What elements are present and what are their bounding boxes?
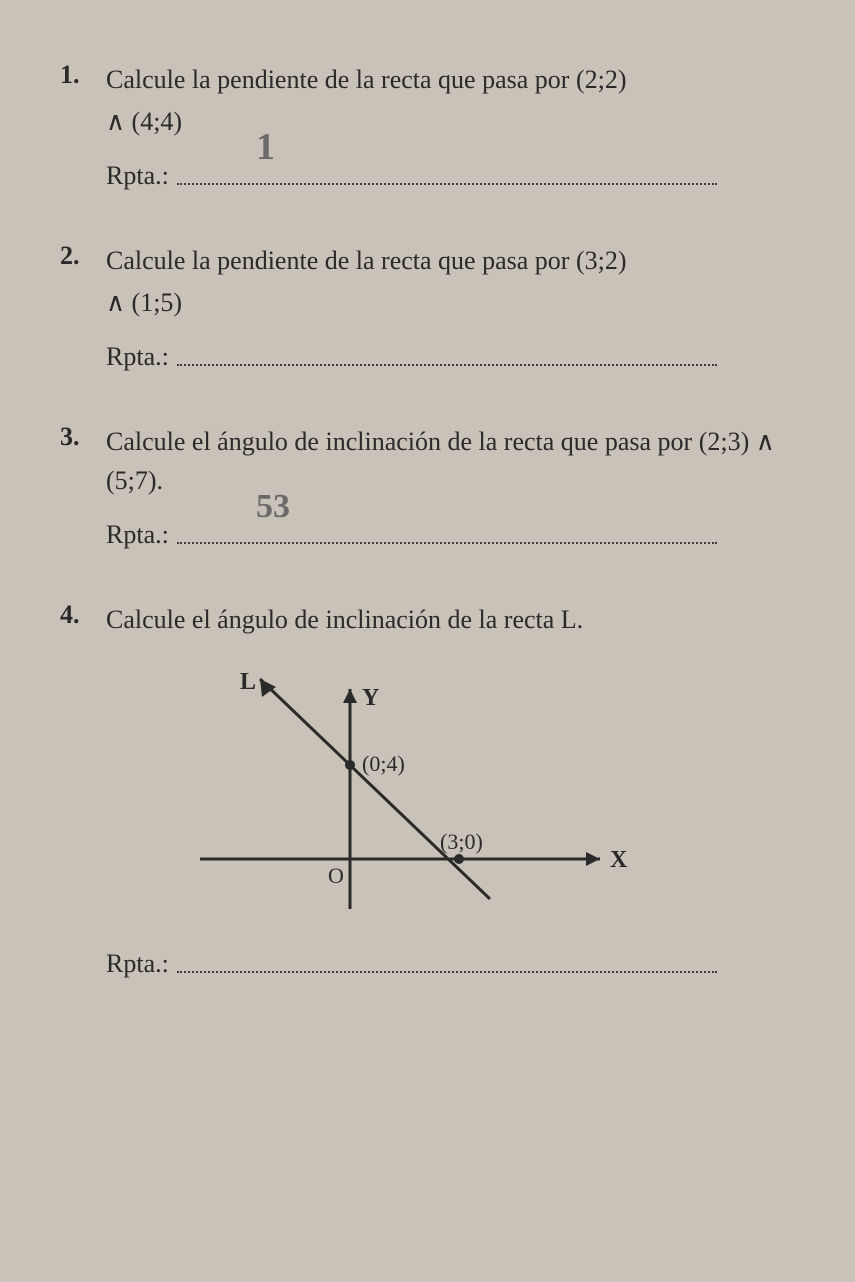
problem-sub: ∧ (1;5) bbox=[106, 288, 815, 318]
pt2-label: (3;0) bbox=[440, 829, 483, 854]
y-axis-arrow-icon bbox=[343, 689, 357, 703]
answer-row: Rpta.: 1 bbox=[106, 161, 815, 191]
problem-prompt: Calcule la pendiente de la recta que pas… bbox=[106, 241, 815, 280]
answer-line bbox=[177, 183, 717, 185]
prompt-row: 1. Calcule la pendiente de la recta que … bbox=[60, 60, 815, 99]
answer-row: Rpta.: bbox=[106, 342, 815, 372]
problem-1: 1. Calcule la pendiente de la recta que … bbox=[60, 60, 815, 191]
x-axis-arrow-icon bbox=[586, 852, 600, 866]
problem-number: 2. bbox=[60, 241, 88, 271]
answer-row: Rpta.: bbox=[106, 949, 815, 979]
problem-number: 4. bbox=[60, 600, 88, 630]
rpta-label: Rpta.: bbox=[106, 342, 169, 372]
x-intercept-point-icon bbox=[454, 854, 464, 864]
prompt-row: 3. Calcule el ángulo de inclinación de l… bbox=[60, 422, 815, 500]
problem-prompt: Calcule la pendiente de la recta que pas… bbox=[106, 60, 815, 99]
problem-2: 2. Calcule la pendiente de la recta que … bbox=[60, 241, 815, 372]
line-l bbox=[260, 679, 490, 899]
line-l-arrow-icon bbox=[260, 679, 276, 697]
l-label: L bbox=[240, 669, 256, 695]
problem-prompt: Calcule el ángulo de inclinación de la r… bbox=[106, 600, 815, 639]
problem-sub: ∧ (4;4) bbox=[106, 107, 815, 137]
rpta-label: Rpta.: bbox=[106, 520, 169, 550]
problem-prompt: Calcule el ángulo de inclinación de la r… bbox=[106, 422, 815, 500]
problem-number: 3. bbox=[60, 422, 88, 452]
handwritten-answer: 1 bbox=[256, 125, 275, 169]
problem-number: 1. bbox=[60, 60, 88, 90]
diagram-svg: L Y X O (0;4) (3;0) bbox=[140, 659, 640, 919]
diagram: L Y X O (0;4) (3;0) bbox=[140, 659, 640, 919]
problem-3: 3. Calcule el ángulo de inclinación de l… bbox=[60, 422, 815, 550]
answer-line bbox=[177, 364, 717, 366]
pt1-label: (0;4) bbox=[362, 751, 405, 776]
rpta-label: Rpta.: bbox=[106, 161, 169, 191]
answer-line bbox=[177, 971, 717, 973]
problem-4: 4. Calcule el ángulo de inclinación de l… bbox=[60, 600, 815, 979]
x-label: X bbox=[610, 847, 628, 873]
y-label: Y bbox=[362, 685, 379, 711]
answer-line bbox=[177, 542, 717, 544]
handwritten-answer: 53 bbox=[256, 488, 290, 526]
y-intercept-point-icon bbox=[345, 760, 355, 770]
prompt-row: 2. Calcule la pendiente de la recta que … bbox=[60, 241, 815, 280]
answer-row: Rpta.: 53 bbox=[106, 520, 815, 550]
o-label: O bbox=[328, 863, 344, 888]
prompt-row: 4. Calcule el ángulo de inclinación de l… bbox=[60, 600, 815, 639]
rpta-label: Rpta.: bbox=[106, 949, 169, 979]
